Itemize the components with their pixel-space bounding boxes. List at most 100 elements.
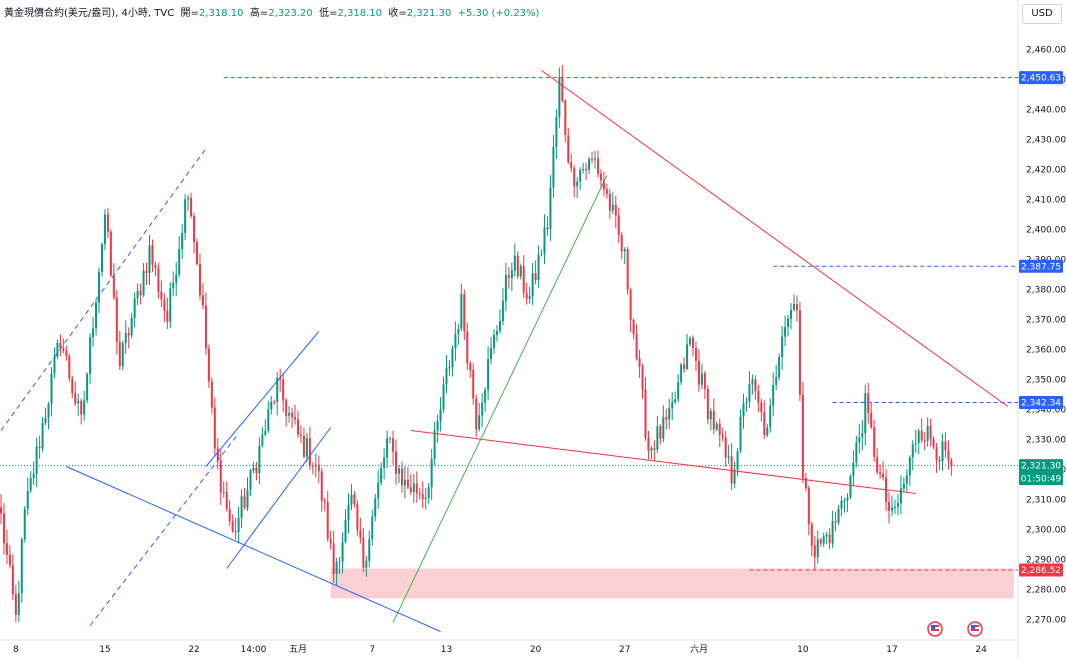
candle-body bbox=[109, 231, 112, 276]
candle-body bbox=[166, 310, 169, 322]
candle-body bbox=[596, 158, 599, 174]
open-value: 2,318.10 bbox=[198, 8, 244, 19]
candle-body bbox=[733, 469, 736, 484]
candle-body bbox=[35, 446, 38, 474]
candle-body bbox=[207, 348, 210, 382]
candle-body bbox=[546, 227, 549, 230]
candle-body bbox=[106, 214, 109, 232]
candle-body bbox=[41, 423, 44, 449]
candle-body bbox=[810, 524, 813, 546]
candle-body bbox=[564, 100, 567, 136]
candle-body bbox=[644, 389, 647, 438]
candle-body bbox=[653, 447, 656, 450]
price-label-text: 2,387.75 bbox=[1021, 262, 1061, 272]
flag-canton bbox=[971, 625, 975, 629]
candle-body bbox=[23, 508, 26, 540]
candle-body bbox=[784, 326, 787, 337]
candle-body bbox=[424, 498, 427, 500]
candle-body bbox=[798, 310, 801, 395]
candle-body bbox=[74, 393, 77, 404]
candle-body bbox=[481, 402, 484, 416]
candle-body bbox=[222, 492, 225, 494]
candle-body bbox=[276, 377, 279, 403]
candle-body bbox=[371, 516, 374, 540]
candle-body bbox=[368, 539, 371, 561]
candle-body bbox=[573, 168, 576, 187]
trendline bbox=[410, 430, 916, 494]
support-zone bbox=[330, 568, 1014, 599]
x-tick-label: 10 bbox=[797, 645, 809, 655]
candle-body bbox=[103, 214, 106, 245]
candle-body bbox=[216, 448, 219, 461]
x-tick-label: 27 bbox=[619, 645, 630, 655]
candle-body bbox=[831, 521, 834, 544]
candle-body bbox=[305, 438, 308, 457]
candle-body bbox=[608, 194, 611, 211]
candle-body bbox=[255, 467, 258, 474]
candle-body bbox=[460, 294, 463, 329]
candle-body bbox=[858, 437, 861, 443]
candle-body bbox=[225, 492, 228, 509]
candle-body bbox=[178, 249, 181, 275]
candle-body bbox=[739, 416, 742, 451]
candle-body bbox=[249, 470, 252, 490]
candle-body bbox=[29, 478, 32, 491]
candle-body bbox=[893, 506, 896, 508]
candle-body bbox=[769, 405, 772, 428]
y-tick-label: 2,430.00 bbox=[1026, 136, 1066, 146]
candle-body bbox=[92, 328, 95, 338]
candle-body bbox=[594, 158, 596, 160]
price-label-text: 2,342.34 bbox=[1021, 398, 1061, 408]
y-tick-label: 2,280.00 bbox=[1026, 586, 1066, 596]
y-tick-label: 2,420.00 bbox=[1026, 166, 1066, 176]
candle-body bbox=[692, 337, 695, 349]
candle-body bbox=[671, 402, 674, 409]
candle-body bbox=[430, 458, 433, 488]
candle-body bbox=[932, 439, 935, 448]
candle-body bbox=[130, 317, 133, 336]
candle-body bbox=[899, 488, 902, 504]
y-tick-label: 2,380.00 bbox=[1026, 286, 1066, 296]
candle-body bbox=[757, 391, 760, 403]
candle-body bbox=[498, 321, 501, 331]
candle-body bbox=[659, 426, 662, 439]
candle-body bbox=[127, 333, 130, 336]
candle-body bbox=[487, 359, 490, 390]
currency-button[interactable]: USD bbox=[1022, 4, 1062, 24]
candle-body bbox=[914, 442, 917, 445]
candle-body bbox=[531, 273, 534, 297]
candle-body bbox=[47, 403, 50, 418]
low-value: 2,318.10 bbox=[337, 8, 383, 19]
candle-body bbox=[736, 450, 739, 470]
candle-body bbox=[822, 536, 825, 544]
price-label-box bbox=[1019, 259, 1063, 273]
candle-body bbox=[395, 451, 398, 474]
candle-body bbox=[605, 189, 608, 195]
candle-body bbox=[273, 401, 276, 403]
candle-body bbox=[795, 304, 798, 311]
candle-body bbox=[745, 401, 748, 404]
candle-body bbox=[549, 187, 552, 230]
candle-body bbox=[781, 336, 784, 358]
y-tick-label: 2,410.00 bbox=[1026, 196, 1066, 206]
candle-body bbox=[790, 309, 793, 319]
candle-body bbox=[198, 264, 201, 296]
candle-body bbox=[879, 472, 882, 474]
candle-body bbox=[234, 531, 237, 533]
candle-body bbox=[715, 423, 718, 430]
candle-body bbox=[576, 181, 579, 187]
candle-body bbox=[317, 464, 320, 472]
y-tick-label: 2,290.00 bbox=[1026, 556, 1066, 566]
candle-body bbox=[169, 288, 172, 322]
candle-body bbox=[115, 297, 118, 342]
candle-body bbox=[406, 479, 409, 488]
candle-body bbox=[427, 487, 430, 499]
candle-body bbox=[210, 381, 213, 408]
event-flag-icon bbox=[967, 621, 983, 637]
trendline bbox=[226, 427, 332, 569]
candle-body bbox=[20, 539, 23, 594]
candle-body bbox=[184, 199, 187, 233]
candle-body bbox=[418, 493, 421, 495]
candle-body bbox=[614, 204, 617, 216]
